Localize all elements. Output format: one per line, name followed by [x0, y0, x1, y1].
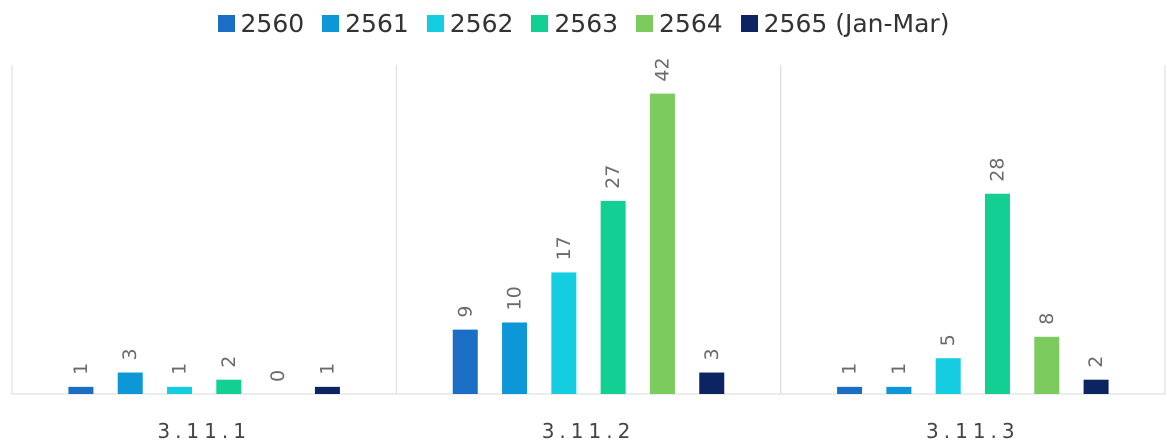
bar [649, 93, 675, 394]
bar [117, 372, 143, 394]
legend-swatch [217, 14, 235, 32]
bar [68, 386, 94, 394]
data-label: 1 [888, 363, 910, 375]
bar [1083, 379, 1109, 394]
legend-item: 2563 [531, 9, 618, 38]
legend-swatch [322, 14, 340, 32]
legend-label: 2560 [240, 8, 305, 38]
bar [452, 329, 478, 394]
bar [837, 386, 863, 394]
legend-item: 2564 [636, 9, 723, 38]
data-label: 5 [937, 334, 959, 346]
data-label: 8 [1036, 313, 1058, 325]
bar [886, 386, 912, 394]
legend-item: 2565 (Jan-Mar) [740, 8, 950, 38]
legend-swatch [531, 14, 549, 32]
legend-label: 2565 (Jan-Mar) [763, 8, 950, 38]
data-label: 9 [454, 306, 476, 318]
legend-swatch [636, 14, 654, 32]
category-label: 3.11.1 [157, 419, 251, 443]
bar [502, 322, 528, 394]
data-label: 1 [70, 363, 92, 375]
legend-label: 2564 [659, 8, 723, 38]
bar [699, 372, 725, 394]
legend-item: 2561 [322, 9, 409, 38]
bar [984, 193, 1010, 394]
legend-label: 2561 [345, 8, 409, 38]
chart-legend: 2560 2561 2562 2563 2564 2565 (Jan-Mar) [0, 6, 1167, 40]
bar [1034, 336, 1060, 394]
data-label: 42 [651, 57, 673, 81]
category-label: 3.11.3 [926, 419, 1020, 443]
legend-swatch [426, 14, 444, 32]
bar [600, 200, 626, 394]
legend-label: 2562 [449, 8, 514, 38]
legend-item: 2560 [217, 8, 305, 38]
bar [167, 386, 193, 394]
data-label: 3 [119, 348, 141, 360]
data-label: 27 [602, 165, 624, 189]
data-label: 3 [701, 348, 723, 360]
data-label: 17 [553, 236, 575, 260]
data-label: 10 [504, 286, 526, 310]
bar [935, 358, 961, 394]
data-label: 1 [839, 363, 861, 375]
category-label: 3.11.2 [542, 419, 636, 443]
bar [551, 272, 577, 394]
bar [216, 379, 242, 394]
legend-label: 2563 [554, 8, 619, 38]
data-label: 0 [267, 370, 289, 382]
data-label: 2 [1085, 356, 1107, 368]
legend-item: 2562 [426, 8, 514, 38]
data-label: 2 [218, 356, 240, 368]
data-label: 1 [169, 363, 191, 375]
data-label: 1 [316, 363, 338, 375]
bar [314, 386, 340, 394]
legend-swatch [740, 14, 758, 32]
data-label: 28 [986, 158, 1008, 182]
